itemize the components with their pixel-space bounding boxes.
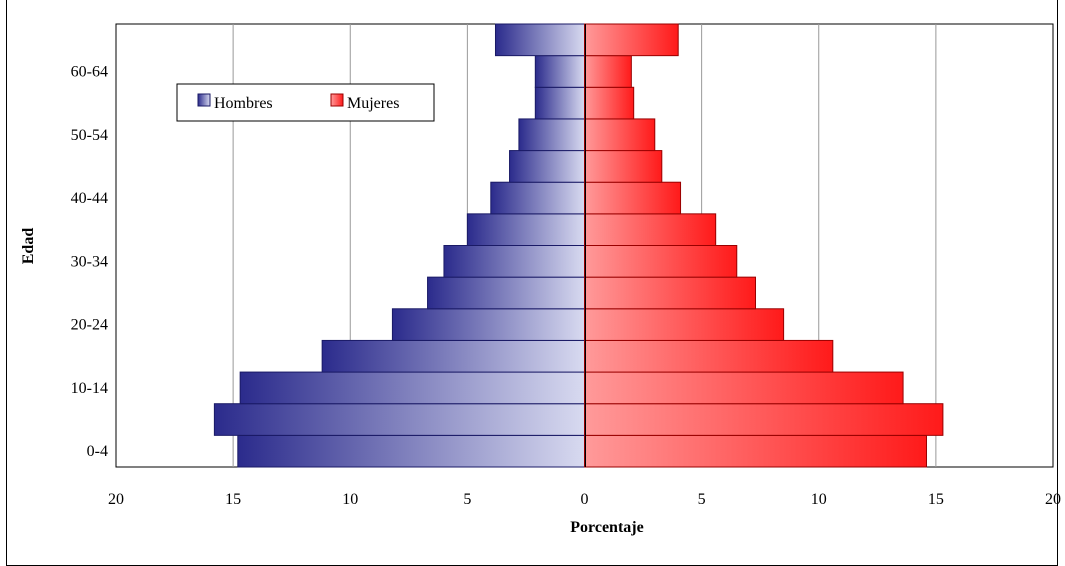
- bar-hombres-65+: [494, 23, 585, 57]
- bar-mujeres-5-9: [584, 403, 944, 436]
- bar-mujeres-45-49: [584, 150, 663, 183]
- y-tick-label: 0-4: [87, 443, 108, 460]
- bar-mujeres-10-14: [584, 371, 904, 405]
- y-tick-label: 40-44: [71, 190, 108, 207]
- x-tick-labels: 20 15 10 5 0 5 10 15 20: [108, 491, 1061, 508]
- bar-mujeres-35-39: [584, 213, 717, 247]
- y-tick-labels: 0-4 10-14 20-24 30-34 40-44 50-54 60-64: [71, 63, 108, 460]
- bar-hombres-20-24: [391, 308, 586, 341]
- y-tick-label: 60-64: [71, 63, 108, 80]
- bar-hombres-35-39: [466, 213, 585, 247]
- x-tick-label: 10: [342, 491, 358, 508]
- bar-hombres-60-64: [534, 55, 585, 88]
- legend-box: [176, 83, 435, 122]
- legend: Hombres Mujeres: [176, 83, 435, 122]
- legend-swatch-mujeres: [330, 93, 344, 107]
- bar-hombres-15-19: [321, 339, 585, 373]
- bar-mujeres-15-19: [584, 339, 834, 373]
- y-axis-title: Edad: [20, 228, 37, 265]
- x-tick-label: 20: [108, 491, 124, 508]
- bar-hombres-45-49: [509, 150, 586, 183]
- x-tick-label: 5: [698, 491, 706, 508]
- bar-hombres-10-14: [239, 371, 585, 405]
- bar-mujeres-60-64: [584, 55, 632, 88]
- x-tick-label: 5: [463, 491, 471, 508]
- x-axis-title: Porcentaje: [570, 519, 643, 536]
- bar-mujeres-40-44: [584, 181, 682, 215]
- y-tick-label: 20-24: [71, 317, 108, 334]
- bar-mujeres-65+: [584, 23, 679, 57]
- bar-mujeres-55-59: [584, 86, 635, 120]
- legend-label-hombres: Hombres: [214, 95, 273, 112]
- bars: [213, 23, 944, 468]
- x-tick-label: 10: [811, 491, 827, 508]
- bar-hombres-30-34: [443, 245, 586, 278]
- y-tick-label: 10-14: [71, 380, 108, 397]
- bar-hombres-25-29: [427, 276, 585, 310]
- x-tick-label: 0: [581, 491, 589, 508]
- x-tick-label: 15: [225, 491, 241, 508]
- bar-mujeres-25-29: [584, 276, 757, 310]
- bar-hombres-40-44: [490, 181, 585, 215]
- x-tick-label: 20: [1045, 491, 1061, 508]
- legend-label-mujeres: Mujeres: [347, 95, 399, 112]
- bar-hombres-50-54: [518, 118, 585, 152]
- bar-hombres-5-9: [213, 403, 585, 436]
- bar-hombres-0-4: [237, 434, 585, 468]
- bar-mujeres-20-24: [584, 308, 785, 341]
- bar-mujeres-30-34: [584, 245, 738, 278]
- x-tick-label: 15: [928, 491, 944, 508]
- bar-mujeres-50-54: [584, 118, 656, 152]
- y-tick-label: 30-34: [71, 253, 108, 270]
- bar-mujeres-0-4: [584, 434, 928, 468]
- y-tick-label: 50-54: [71, 127, 108, 144]
- legend-swatch-hombres: [197, 93, 211, 107]
- bar-hombres-55-59: [534, 86, 585, 120]
